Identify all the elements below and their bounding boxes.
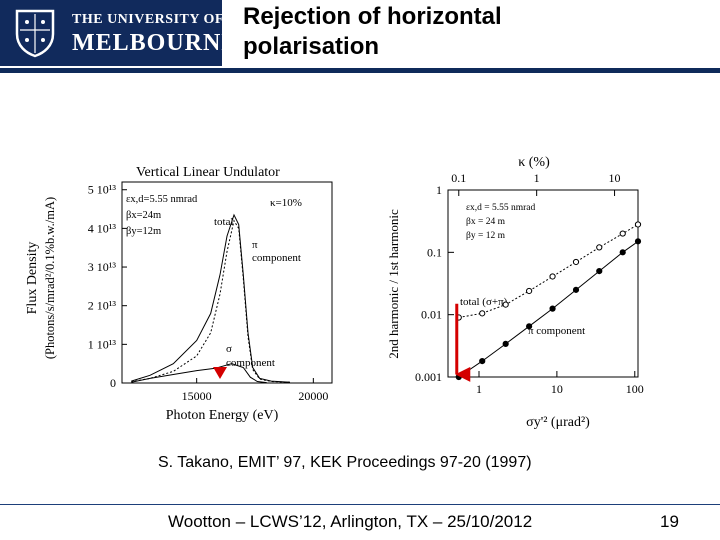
red-arrow-marker bbox=[213, 367, 227, 379]
y-tick-label: 1 bbox=[436, 183, 442, 197]
param-beta-y: βy = 12 m bbox=[466, 231, 506, 241]
legend-pi-component: π component bbox=[528, 325, 585, 337]
y-tick-label: 4 10¹³ bbox=[88, 221, 117, 235]
y-axis-label-units: (Photons/s/mrad²/0.1%b.w./mA) bbox=[43, 197, 57, 359]
logo-line-2: MELBOURNE bbox=[72, 30, 239, 56]
x-axis-label: Photon Energy (eV) bbox=[166, 408, 279, 423]
footer-divider bbox=[0, 504, 720, 505]
data-point bbox=[634, 221, 642, 228]
param-beta-x: βx=24m bbox=[126, 210, 161, 221]
top-axis-label: κ (%) bbox=[518, 155, 550, 170]
param-beta-x: βx = 24 m bbox=[466, 217, 506, 227]
x-tick-label: 1 bbox=[476, 382, 482, 396]
y-tick-label: 1 10¹³ bbox=[88, 337, 117, 351]
x-tick-label: 10 bbox=[551, 382, 563, 396]
y-axis-label: Flux Density bbox=[25, 242, 40, 315]
data-point bbox=[572, 258, 580, 266]
x-tick-label: 100 bbox=[626, 382, 644, 396]
x-axis-label: σy'² (μrad²) bbox=[526, 415, 590, 430]
figure-caption: S. Takano, EMIT’ 97, KEK Proceedings 97-… bbox=[158, 454, 532, 471]
figure: Vertical Linear Undulator Flux Density (… bbox=[25, 155, 644, 430]
data-point bbox=[455, 373, 462, 381]
annotation-total: total bbox=[214, 216, 234, 228]
top-tick-label: 1 bbox=[534, 171, 540, 185]
y-tick-label: 0.1 bbox=[427, 245, 442, 259]
plot-frame bbox=[121, 181, 333, 384]
series-line bbox=[458, 224, 639, 318]
data-point bbox=[549, 273, 556, 280]
y-tick-label: 0 bbox=[110, 376, 116, 390]
data-point bbox=[596, 244, 603, 251]
data-point bbox=[526, 287, 533, 295]
series-line bbox=[131, 213, 291, 383]
y-tick-label: 3 10¹³ bbox=[88, 260, 117, 274]
kappa-label: κ=10% bbox=[270, 197, 302, 209]
y-tick-label: 0.01 bbox=[421, 308, 442, 322]
page-number: 19 bbox=[660, 512, 679, 531]
param-beta-y: βy=12m bbox=[126, 226, 161, 237]
harmonic-ratio-chart: κ (%) 2nd harmonic / 1st harmonic σy'² (… bbox=[386, 155, 644, 430]
slide-title: Rejection of horizontal polarisation bbox=[243, 2, 703, 62]
title-line-1: Rejection of horizontal bbox=[243, 3, 502, 30]
university-logo: THE UNIVERSITY OF MELBOURNE bbox=[0, 0, 237, 66]
chart-title: Vertical Linear Undulator bbox=[136, 165, 280, 180]
data-point bbox=[502, 340, 509, 347]
logo-line-1: THE UNIVERSITY OF bbox=[72, 12, 224, 27]
data-point bbox=[502, 301, 509, 308]
y-tick-label: 0.001 bbox=[415, 370, 442, 384]
annotation-pi: π bbox=[252, 239, 258, 251]
footer-text: Wootton – LCWS’12, Arlington, TX – 25/10… bbox=[168, 512, 533, 531]
y-axis-label: 2nd harmonic / 1st harmonic bbox=[386, 209, 401, 359]
plot-frame bbox=[447, 189, 639, 378]
data-point bbox=[596, 267, 603, 275]
data-point bbox=[549, 305, 556, 312]
y-tick-label: 2 10¹³ bbox=[88, 299, 117, 313]
param-emittance: εx,d=5.55 nmrad bbox=[126, 194, 198, 205]
series-line bbox=[458, 240, 639, 378]
data-point bbox=[619, 230, 626, 237]
header-divider bbox=[0, 68, 720, 73]
series-line bbox=[131, 363, 267, 384]
param-emittance: εx,d = 5.55 nmrad bbox=[466, 203, 535, 213]
top-tick-label: 0.1 bbox=[451, 171, 466, 185]
slide-header: THE UNIVERSITY OF MELBOURNE Rejection of… bbox=[0, 0, 720, 68]
series-line bbox=[131, 219, 291, 383]
data-point bbox=[572, 286, 580, 293]
y-tick-label: 5 10¹³ bbox=[88, 183, 117, 197]
data-point bbox=[479, 357, 486, 365]
legend-total: total (σ+π) bbox=[460, 296, 508, 308]
title-line-2: polarisation bbox=[243, 33, 380, 60]
annotation-pi-component: component bbox=[252, 252, 301, 264]
data-point bbox=[526, 323, 533, 330]
data-point bbox=[479, 310, 486, 317]
annotation-sigma-component: component bbox=[226, 357, 275, 369]
crest-icon bbox=[15, 9, 55, 58]
x-tick-label: 20000 bbox=[298, 389, 328, 403]
data-point bbox=[634, 238, 642, 245]
flux-density-chart: Vertical Linear Undulator Flux Density (… bbox=[25, 165, 333, 423]
annotation-sigma: σ bbox=[226, 343, 232, 355]
x-tick-label: 15000 bbox=[182, 389, 212, 403]
data-point bbox=[619, 249, 626, 256]
top-tick-label: 10 bbox=[609, 171, 621, 185]
